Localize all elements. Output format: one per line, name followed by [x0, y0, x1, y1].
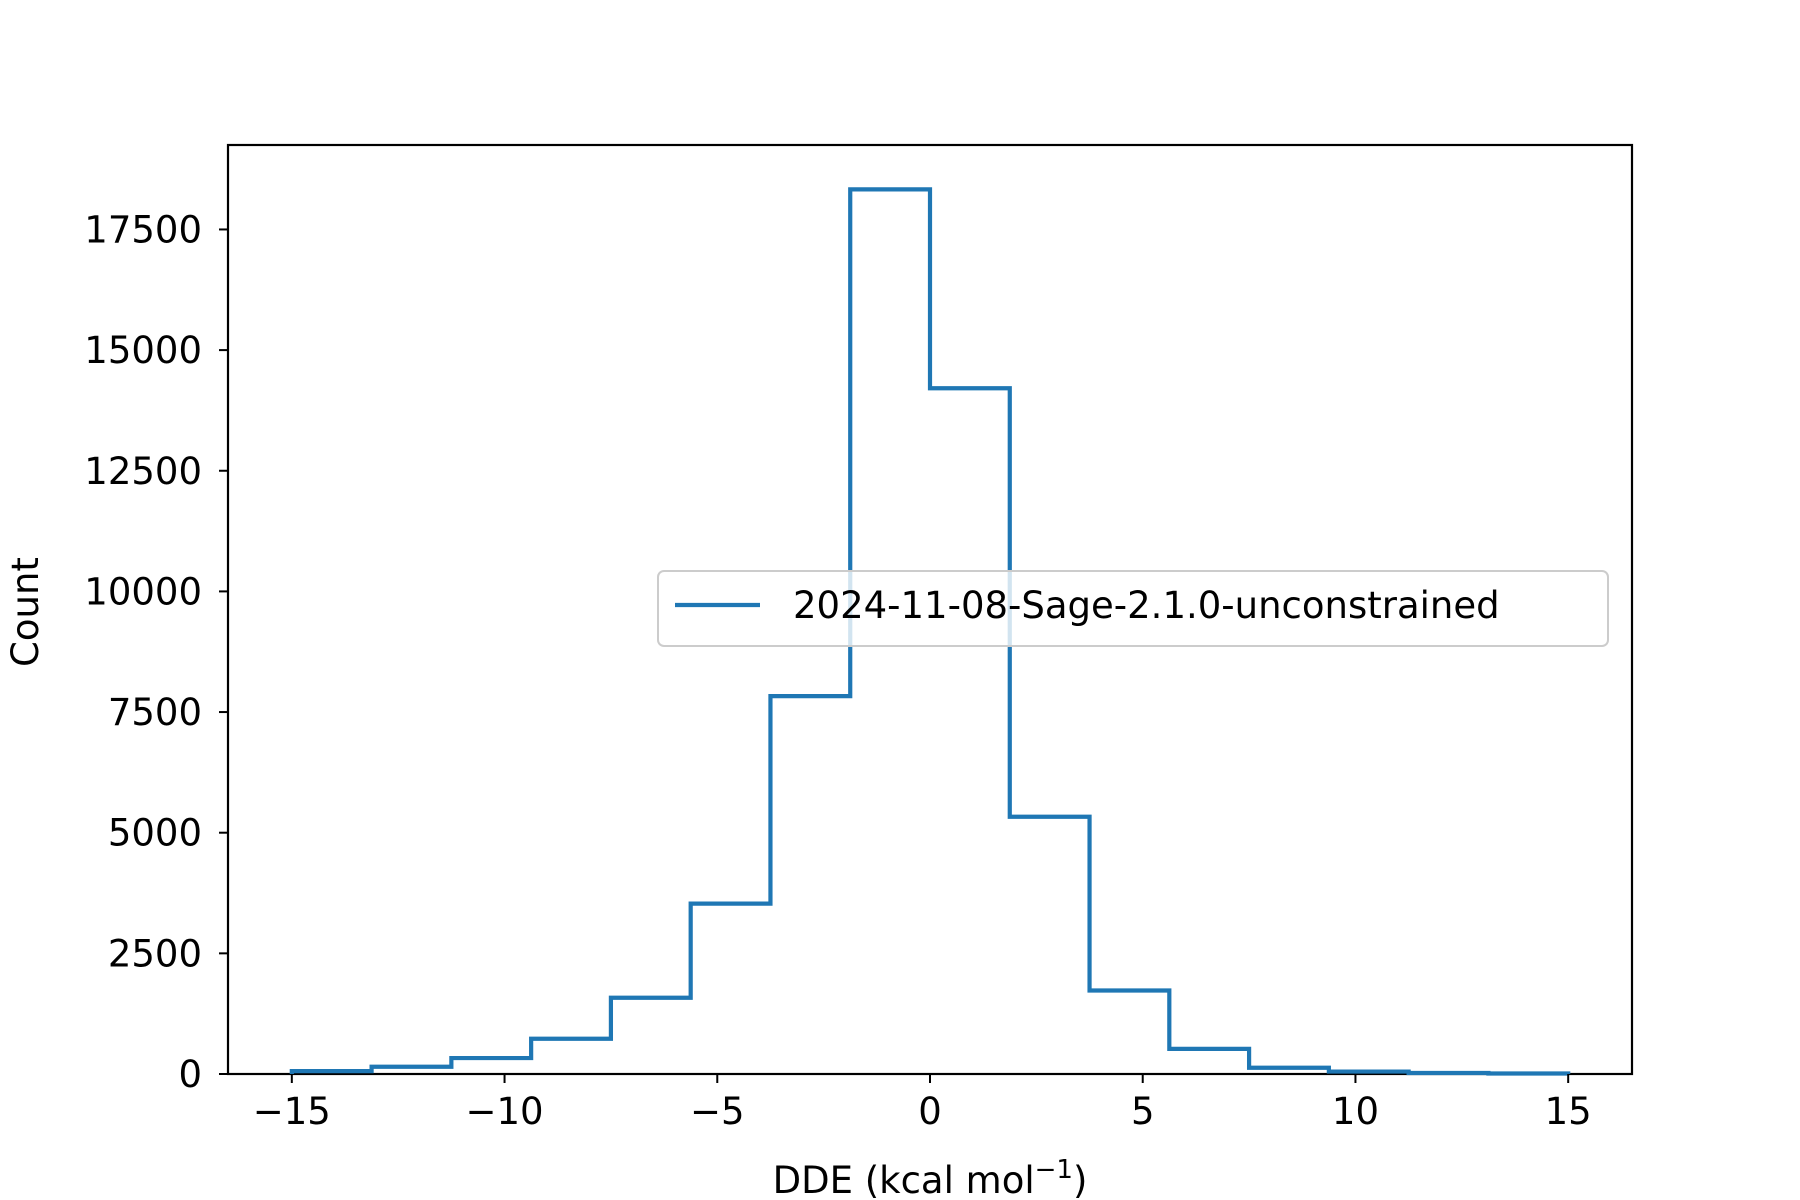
- histogram-bin: [1169, 1049, 1249, 1074]
- histogram-bin: [1249, 1068, 1329, 1074]
- legend: 2024-11-08-Sage-2.1.0-unconstrained: [657, 570, 1609, 647]
- histogram-bin: [611, 998, 691, 1074]
- y-tick-label: 2500: [108, 932, 202, 975]
- series-layer: [289, 187, 1571, 1076]
- histogram-bin: [770, 696, 850, 1074]
- y-tick-label: 12500: [84, 450, 202, 493]
- y-tick-label: 17500: [84, 208, 202, 251]
- y-axis: 0 2500 5000 7500 10000 12500 15000 17500: [84, 208, 228, 1096]
- x-tick-label: 0: [918, 1090, 942, 1133]
- histogram-bin: [292, 1071, 372, 1074]
- y-tick-label: 0: [178, 1053, 202, 1096]
- y-tick-label: 15000: [84, 329, 202, 372]
- y-tick-label: 5000: [108, 812, 202, 855]
- histogram-bin: [1090, 991, 1170, 1074]
- histogram-bin: [1329, 1072, 1409, 1074]
- histogram-bin: [930, 388, 1010, 1074]
- x-tick-label: −15: [253, 1090, 331, 1133]
- histogram-bin: [531, 1039, 611, 1074]
- x-tick-label: −5: [690, 1090, 745, 1133]
- histogram-bin: [451, 1058, 531, 1074]
- y-tick-label: 10000: [84, 570, 202, 613]
- histogram-bin: [691, 904, 771, 1074]
- x-axis: −15 −10 −5 0 5 10 15: [253, 1074, 1592, 1133]
- x-axis-label-superscript: −1: [1035, 1155, 1073, 1185]
- x-tick-label: 10: [1332, 1090, 1379, 1133]
- legend-label: 2024-11-08-Sage-2.1.0-unconstrained: [793, 584, 1500, 627]
- x-tick-label: −10: [465, 1090, 543, 1133]
- y-tick-label: 7500: [108, 691, 202, 734]
- x-axis-label: DDE (kcal mol−1): [773, 1155, 1088, 1200]
- x-tick-label: 5: [1131, 1090, 1155, 1133]
- histogram-bin: [1409, 1073, 1489, 1074]
- legend-box: [657, 570, 1609, 647]
- histogram-step-line-series-0: [289, 187, 1571, 1076]
- x-tick-label: 15: [1545, 1090, 1592, 1133]
- histogram-bin: [372, 1067, 452, 1074]
- y-axis-label: Count: [4, 557, 47, 667]
- histogram-bin: [1010, 817, 1090, 1074]
